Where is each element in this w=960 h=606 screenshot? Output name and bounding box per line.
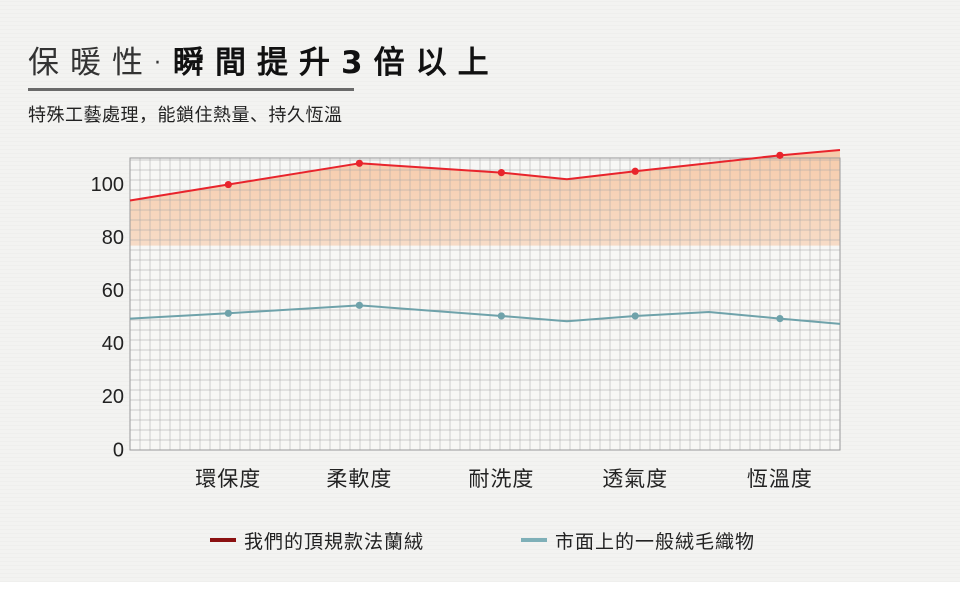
- legend-label-primary: 我們的頂規款法蘭絨: [244, 530, 425, 553]
- x-tick-label: 柔軟度: [326, 467, 392, 491]
- y-tick-label: 40: [102, 333, 124, 355]
- x-tick-label: 耐洗度: [468, 467, 534, 491]
- legend-swatch-secondary: [521, 538, 547, 542]
- plot-border: [129, 157, 841, 451]
- legend-swatch-primary: [210, 538, 236, 542]
- data-point-primary: [631, 167, 639, 175]
- y-tick-label: 0: [113, 439, 124, 461]
- y-tick-label: 20: [102, 386, 124, 408]
- data-point-secondary: [497, 312, 505, 320]
- data-point-primary: [224, 180, 232, 189]
- data-point-secondary: [355, 301, 363, 309]
- x-tick-label: 環保度: [195, 467, 261, 491]
- y-tick-label: 60: [102, 280, 124, 302]
- data-point-primary: [355, 159, 363, 167]
- title-bold-text: 瞬間提升3倍以上: [173, 44, 500, 81]
- series-line-secondary: [129, 304, 841, 325]
- page-title: 保暖性 · 瞬間提升3倍以上: [28, 38, 500, 81]
- title-underline: [28, 88, 354, 91]
- data-point-secondary: [224, 309, 232, 317]
- x-tick-label: 透氣度: [602, 467, 668, 491]
- data-point-secondary: [631, 312, 639, 320]
- series-area-primary: [130, 150, 840, 246]
- bottom-band: [0, 582, 960, 606]
- data-point-primary: [776, 151, 784, 159]
- data-point-secondary: [776, 315, 784, 323]
- y-tick-label: 100: [91, 174, 124, 196]
- x-tick-label: 恆溫度: [747, 467, 813, 491]
- legend-item-secondary: 市面上的一般絨毛織物: [521, 526, 755, 554]
- series-line-primary: [129, 149, 841, 202]
- y-tick-label: 80: [102, 227, 124, 249]
- legend-item-primary: 我們的頂規款法蘭絨: [210, 526, 424, 554]
- title-light-text: 保暖性: [28, 44, 154, 81]
- page-subtitle: 特殊工藝處理，能鎖住熱量、持久恆溫: [28, 105, 343, 126]
- data-point-primary: [497, 169, 505, 177]
- title-separator-dot: ·: [154, 50, 161, 76]
- legend-label-secondary: 市面上的一般絨毛織物: [555, 530, 756, 553]
